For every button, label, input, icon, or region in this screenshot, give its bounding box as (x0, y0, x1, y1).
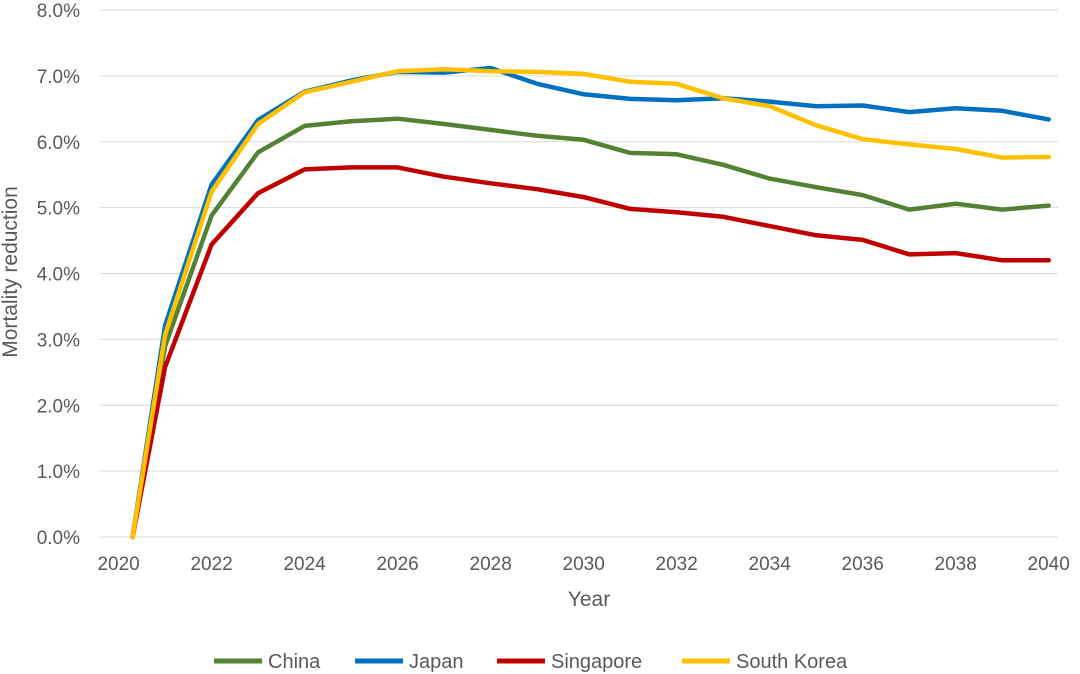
y-tick-label: 2.0% (37, 396, 80, 417)
x-axis-ticks: 2020 2022 2024 2026 2028 2030 2032 2034 2036 2038… (97, 554, 1069, 575)
x-tick-label: 2022 (190, 554, 232, 575)
series-line-japan (130, 65, 1051, 540)
legend: China Japan Singapore South Korea (214, 651, 848, 673)
x-tick-label: 2038 (935, 554, 977, 575)
y-tick-label: 8.0% (37, 1, 80, 22)
legend-label: Singapore (551, 651, 642, 673)
series-line-china (130, 116, 1051, 540)
x-tick-label: 2032 (656, 554, 698, 575)
y-tick-label: 0.0% (37, 528, 80, 549)
y-tick-label: 4.0% (37, 265, 80, 286)
series-line-singapore (130, 165, 1051, 540)
legend-label: South Korea (736, 651, 848, 673)
series-line-south-korea (130, 67, 1051, 540)
legend-label: Japan (409, 651, 464, 673)
x-tick-label: 2034 (749, 554, 792, 575)
y-tick-label: 5.0% (37, 199, 80, 220)
y-tick-label: 7.0% (37, 67, 80, 88)
x-tick-label: 2036 (842, 554, 884, 575)
legend-label: China (268, 651, 321, 673)
y-tick-label: 1.0% (37, 462, 80, 483)
x-axis-title: Year (568, 588, 610, 611)
x-tick-label: 2028 (470, 554, 512, 575)
x-tick-label: 2040 (1028, 554, 1070, 575)
y-axis-title: Mortality reduction (0, 186, 22, 358)
y-axis-ticks: 0.0% 1.0% 2.0% 3.0% 4.0% 5.0% 6.0% 7.0% 8.0% (37, 1, 80, 549)
gridlines (100, 9, 1058, 538)
y-tick-label: 3.0% (37, 330, 80, 351)
series-lines (130, 65, 1051, 540)
x-tick-label: 2020 (97, 554, 139, 575)
x-tick-label: 2026 (376, 554, 418, 575)
y-tick-label: 6.0% (37, 133, 80, 154)
x-tick-label: 2030 (563, 554, 605, 575)
x-tick-label: 2024 (283, 554, 326, 575)
